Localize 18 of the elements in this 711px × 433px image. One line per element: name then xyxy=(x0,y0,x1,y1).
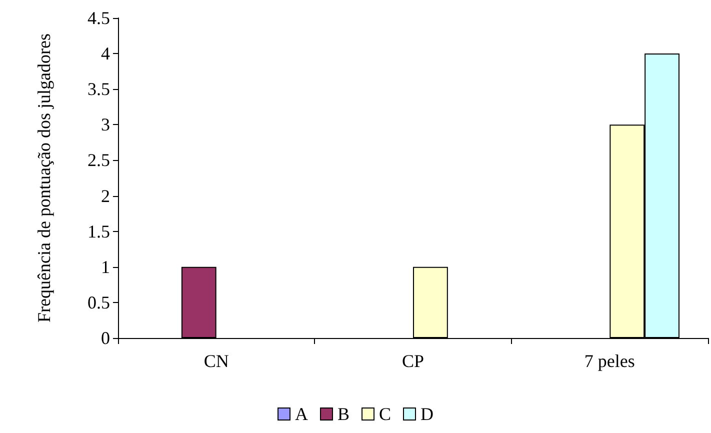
x-tick-label: 7 peles xyxy=(584,351,635,371)
y-axis-title: Frequência de pontuação dos julgadores xyxy=(34,34,54,322)
y-tick-label: 1.5 xyxy=(88,221,110,242)
legend-label: C xyxy=(379,404,392,424)
y-tick-label: 3 xyxy=(101,114,110,135)
legend-label: B xyxy=(337,404,350,424)
y-tick-label: 0 xyxy=(101,328,110,348)
y-tick-label: 2 xyxy=(101,186,110,206)
y-tick-label: 4.5 xyxy=(88,8,110,28)
y-tick-label: 1 xyxy=(101,256,110,277)
x-tick-label: CN xyxy=(204,351,229,371)
y-tick-label: 4 xyxy=(101,44,110,64)
x-tick-label: CP xyxy=(402,351,424,371)
y-tick-label: 0.5 xyxy=(88,292,110,312)
legend-label: D xyxy=(420,404,434,424)
y-tick-label: 3.5 xyxy=(88,79,110,100)
legend-label: A xyxy=(294,404,308,424)
y-tick-label: 2.5 xyxy=(88,150,110,170)
